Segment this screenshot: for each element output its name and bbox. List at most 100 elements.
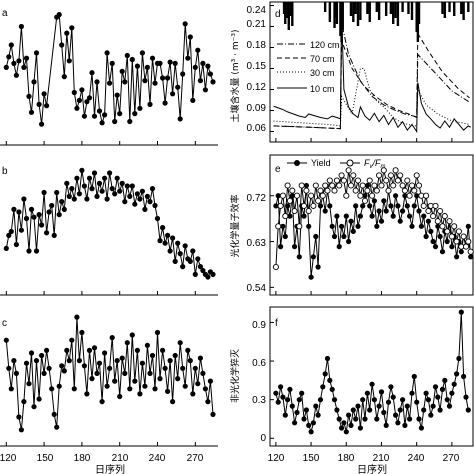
data-point-b-series [144, 193, 150, 199]
data-point-e-fv-fm [275, 223, 282, 230]
data-point-b-series [21, 196, 27, 202]
data-point-b-series [86, 175, 93, 181]
data-point-a-series [102, 112, 108, 118]
data-point-f-series [341, 420, 347, 426]
data-point-a-series [122, 79, 128, 85]
data-point-e-fv-fm [462, 243, 470, 250]
data-point-f-series [310, 420, 316, 426]
data-point-c-series [195, 381, 201, 387]
data-point-e-yield [458, 249, 464, 255]
data-point-e-yield [381, 198, 387, 204]
rainfall-bar [335, 2, 339, 24]
data-point-b-series [210, 271, 216, 277]
data-point-e-yield [383, 208, 389, 214]
data-point-c-series [129, 332, 135, 338]
data-point-e-fv-fm [460, 233, 467, 240]
data-point-e-yield [350, 228, 356, 234]
data-point-e-yield [313, 233, 319, 240]
data-point-e-yield [454, 254, 460, 260]
data-point-e-fv-fm [338, 172, 345, 179]
data-point-e-fv-fm [312, 182, 319, 189]
data-point-e-yield [430, 238, 436, 245]
data-point-e-fv-fm [394, 177, 401, 184]
data-point-e-fv-fm [390, 182, 397, 189]
data-point-c-series [122, 370, 128, 376]
data-point-e-fv-fm [296, 223, 303, 230]
data-point-f-series [416, 416, 422, 422]
data-point-b-series [132, 201, 138, 207]
data-point-a-series [84, 99, 90, 105]
data-point-b-series [122, 199, 128, 205]
panel-d-label: d [275, 9, 281, 20]
data-point-b-series [66, 193, 72, 199]
data-point-a-series [94, 79, 100, 85]
panel-e: e 光化学量子效率 0.54 0.63 0.72 Yield Fv/Fm [229, 154, 474, 296]
data-point-c-series [210, 411, 216, 417]
panel-d-frame [269, 1, 474, 143]
data-point-b-series [16, 209, 22, 215]
data-point-e-yield [393, 193, 399, 199]
y-tick-d-0: 0.06 [247, 123, 267, 134]
rainfall-bar [462, 2, 465, 20]
data-point-f-series [273, 390, 279, 396]
panel-a-label: a [2, 8, 8, 19]
data-point-f-series [428, 412, 434, 418]
data-point-b-series [69, 186, 75, 192]
data-point-e-yield [400, 208, 406, 214]
rainfall-bar [407, 2, 410, 14]
data-point-c-series [86, 347, 93, 353]
data-point-e-yield [287, 213, 293, 219]
data-point-a-series [109, 60, 115, 66]
data-point-e-yield [465, 223, 471, 229]
data-point-e-fv-fm [277, 202, 284, 209]
data-point-a-series [180, 71, 186, 77]
series-line-d-120-cm [273, 22, 470, 130]
data-point-e-fv-fm [420, 202, 427, 209]
data-point-f-series [444, 397, 450, 403]
data-point-e-fv-fm [439, 223, 446, 230]
x-tick-left-120: 120 [0, 453, 17, 464]
data-point-f-series [435, 394, 441, 400]
data-point-f-series [385, 399, 392, 405]
data-point-a-series [160, 75, 166, 81]
data-point-a-series [59, 42, 65, 48]
data-point-c-series [170, 399, 176, 405]
data-point-e-fv-fm [329, 182, 336, 189]
data-point-a-series [89, 70, 95, 76]
data-point-e-fv-fm [340, 177, 347, 184]
panel-d-plot [270, 2, 471, 142]
data-point-a-series [124, 52, 130, 59]
rainfall-bar [359, 2, 362, 20]
data-point-c-series [142, 383, 148, 389]
data-point-e-fv-fm [352, 187, 359, 194]
data-point-e-fv-fm [336, 182, 343, 189]
rainfall-bar [460, 2, 463, 14]
data-point-e-fv-fm [310, 202, 317, 209]
data-point-e-yield [416, 208, 422, 214]
data-point-e-fv-fm [315, 197, 322, 204]
data-point-f-series [388, 384, 394, 390]
data-point-b-series [195, 256, 201, 262]
data-point-f-series [282, 412, 288, 418]
data-point-a-series [96, 108, 103, 114]
data-point-b-series [154, 215, 161, 222]
data-point-f-series [327, 377, 333, 383]
data-point-c-series [114, 358, 120, 364]
rainfall-bar [354, 2, 357, 14]
data-point-f-series [371, 397, 377, 403]
y-tick-d-3: 0.15 [247, 61, 267, 72]
data-point-c-series [102, 350, 108, 356]
data-point-e-yield [414, 193, 420, 199]
data-point-b-series [167, 248, 173, 254]
series-line-d-10-cm [273, 12, 471, 134]
data-point-a-series [64, 30, 70, 36]
data-point-a-series [36, 101, 42, 107]
data-point-b-series [142, 206, 148, 212]
data-point-c-series [172, 352, 178, 359]
data-point-a-series [76, 97, 82, 103]
data-point-c-series [18, 427, 24, 433]
data-point-f-series [362, 416, 368, 422]
data-point-b-series [124, 183, 130, 189]
x-tick-left-270: 270 [187, 453, 204, 464]
